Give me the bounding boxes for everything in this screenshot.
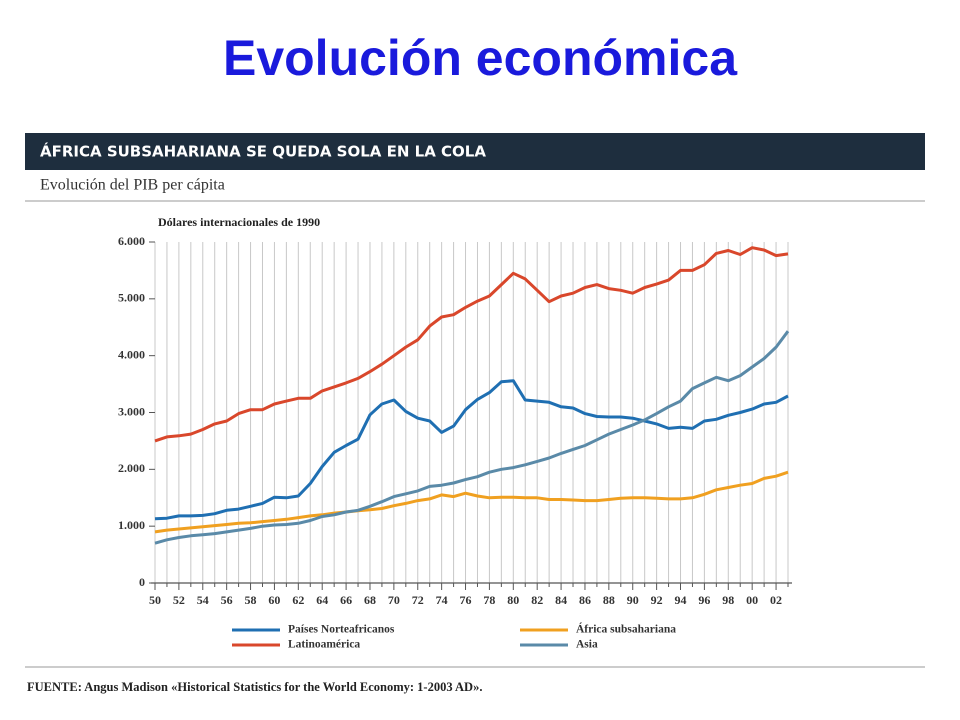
x-tick-label: 68: [364, 593, 376, 607]
y-tick-label: 2.000: [118, 461, 145, 475]
x-tick-label: 82: [531, 593, 543, 607]
y-tick-label: 5.000: [118, 291, 145, 305]
x-tick-label: 94: [675, 593, 687, 607]
x-tick-label: 70: [388, 593, 400, 607]
legend-label: Países Norteafricanos: [288, 624, 395, 636]
x-tick-label: 62: [292, 593, 304, 607]
y-tick-label: 1.000: [118, 518, 145, 532]
chart-title: ÁFRICA SUBSAHARIANA SE QUEDA SOLA EN LA …: [40, 142, 486, 161]
x-tick-label: 02: [770, 593, 782, 607]
x-tick-label: 50: [149, 593, 161, 607]
x-tick-label: 74: [436, 593, 448, 607]
x-tick-label: 98: [722, 593, 734, 607]
x-tick-label: 86: [579, 593, 591, 607]
source: FUENTE: Angus Madison «Historical Statis…: [27, 680, 482, 694]
x-tick-label: 00: [746, 593, 758, 607]
y-tick-label: 0: [139, 575, 145, 589]
x-tick-label: 92: [651, 593, 663, 607]
x-tick-label: 90: [627, 593, 639, 607]
x-tick-label: 58: [245, 593, 257, 607]
slide-title: Evolución económica: [223, 30, 738, 86]
series-line: [154, 330, 790, 545]
series-line: [154, 246, 789, 443]
y-axis-label: Dólares internacionales de 1990: [158, 215, 320, 229]
legend-label: Latinoamérica: [288, 639, 360, 651]
series-line: [154, 379, 789, 521]
y-tick-label: 3.000: [118, 404, 145, 418]
legend-label: África subsahariana: [576, 622, 676, 636]
x-tick-label: 78: [483, 593, 495, 607]
y-tick-label: 6.000: [118, 234, 145, 248]
x-tick-label: 54: [197, 593, 209, 607]
x-tick-label: 80: [507, 593, 519, 607]
x-tick-label: 56: [221, 593, 233, 607]
x-tick-label: 76: [460, 593, 472, 607]
y-tick-label: 4.000: [118, 347, 145, 361]
chart-subtitle: Evolución del PIB per cápita: [40, 177, 225, 194]
x-tick-label: 64: [316, 593, 328, 607]
x-tick-label: 88: [603, 593, 615, 607]
x-tick-label: 84: [555, 593, 567, 607]
x-tick-label: 52: [173, 593, 185, 607]
x-tick-label: 72: [412, 593, 424, 607]
legend-label: Asia: [576, 639, 598, 651]
title-band: [25, 133, 925, 170]
x-tick-label: 60: [268, 593, 280, 607]
x-tick-label: 66: [340, 593, 352, 607]
series-line: [154, 470, 789, 534]
x-tick-label: 96: [698, 593, 710, 607]
